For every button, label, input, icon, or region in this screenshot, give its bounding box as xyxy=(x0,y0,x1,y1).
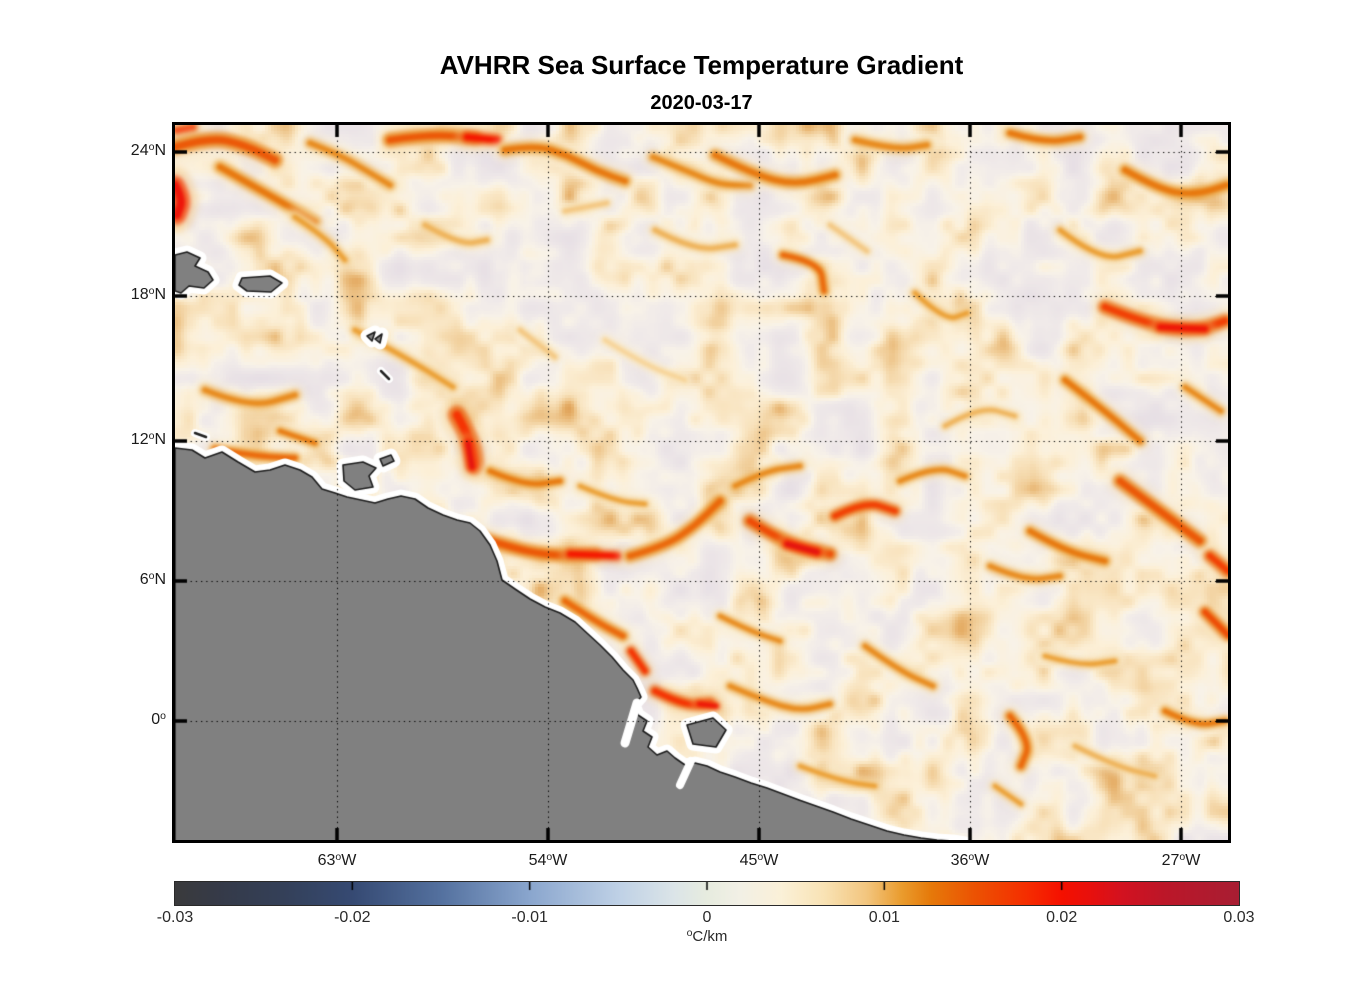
x-axis-tick-label: 36oW xyxy=(950,851,990,869)
x-axis-tick-label: 63oW xyxy=(317,851,357,869)
chart-subtitle: 2020-03-17 xyxy=(650,92,753,114)
y-axis-tick-label: 12oN xyxy=(130,430,166,448)
colorbar-tick-label: -0.02 xyxy=(334,909,371,926)
sst-gradient-map-canvas xyxy=(175,125,1228,840)
colorbar-tick-label: 0.03 xyxy=(1223,909,1255,926)
x-axis-tick-label: 54oW xyxy=(528,851,568,869)
map-plot-area xyxy=(172,122,1231,843)
colorbar-tick-label: 0 xyxy=(702,909,712,926)
colorbar-tick-label: 0.02 xyxy=(1046,909,1078,926)
x-axis-tick-label: 27oW xyxy=(1161,851,1201,869)
colorbar xyxy=(174,881,1240,906)
colorbar-unit-label: oC/km xyxy=(686,927,728,945)
chart-title: AVHRR Sea Surface Temperature Gradient xyxy=(439,50,964,80)
colorbar-canvas xyxy=(175,882,1239,905)
colorbar-tick-label: 0.01 xyxy=(868,909,900,926)
y-axis-tick-label: 24oN xyxy=(130,141,166,159)
y-axis-tick-label: 0o xyxy=(151,710,166,728)
colorbar-tick-label: -0.03 xyxy=(156,909,194,926)
colorbar-tick-label: -0.01 xyxy=(511,909,548,926)
y-axis-tick-label: 6oN xyxy=(139,570,166,588)
y-axis-tick-label: 18oN xyxy=(130,285,166,303)
x-axis-tick-label: 45oW xyxy=(739,851,779,869)
